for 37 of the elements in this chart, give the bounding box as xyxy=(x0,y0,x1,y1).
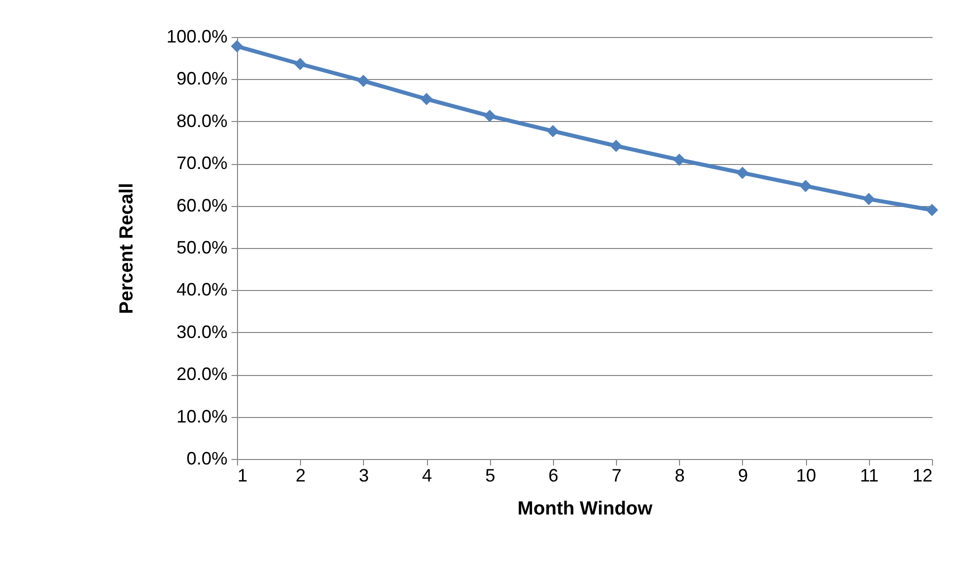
point xyxy=(673,154,686,166)
point xyxy=(294,58,306,70)
point xyxy=(357,74,370,88)
x-tick-label: 2 xyxy=(296,466,306,486)
y-tick-label: 90.0% xyxy=(176,68,228,89)
point xyxy=(546,124,560,138)
point xyxy=(610,140,622,152)
y-tick-label: 100.0% xyxy=(166,26,228,46)
point xyxy=(926,204,938,216)
x-tick-label: 10 xyxy=(796,466,816,486)
point xyxy=(484,110,496,122)
y-tick-label: 50.0% xyxy=(176,238,228,258)
x-tick-label: 8 xyxy=(674,466,685,486)
y-axis-title: Percent Recall xyxy=(116,183,138,314)
x-tick-label: 4 xyxy=(422,466,432,486)
y-tick-label: 80.0% xyxy=(176,110,228,131)
x-tick-label: 1 xyxy=(238,466,248,486)
x-tick-label: 6 xyxy=(548,466,558,486)
y-tick-label: 70.0% xyxy=(176,153,228,174)
x-axis-title: Month Window xyxy=(518,498,653,520)
x-tick-label: 3 xyxy=(358,466,369,486)
y-tick-label: 30.0% xyxy=(176,322,228,342)
point xyxy=(800,180,812,192)
y-tick-label: 0.0% xyxy=(186,448,228,468)
point xyxy=(862,192,875,206)
x-tick-label: 5 xyxy=(485,466,496,486)
point xyxy=(736,166,749,180)
x-tick-label: 7 xyxy=(612,466,622,486)
x-tick-label: 11 xyxy=(860,466,879,486)
y-tick-label: 20.0% xyxy=(176,364,228,384)
y-tick-label: 10.0% xyxy=(176,406,228,426)
y-tick-label: 60.0% xyxy=(176,195,228,216)
y-tick-label: 40.0% xyxy=(176,280,228,300)
x-tick-label: 12 xyxy=(912,466,932,486)
x-tick-label: 9 xyxy=(738,466,748,486)
point xyxy=(420,92,433,106)
point xyxy=(230,40,244,52)
